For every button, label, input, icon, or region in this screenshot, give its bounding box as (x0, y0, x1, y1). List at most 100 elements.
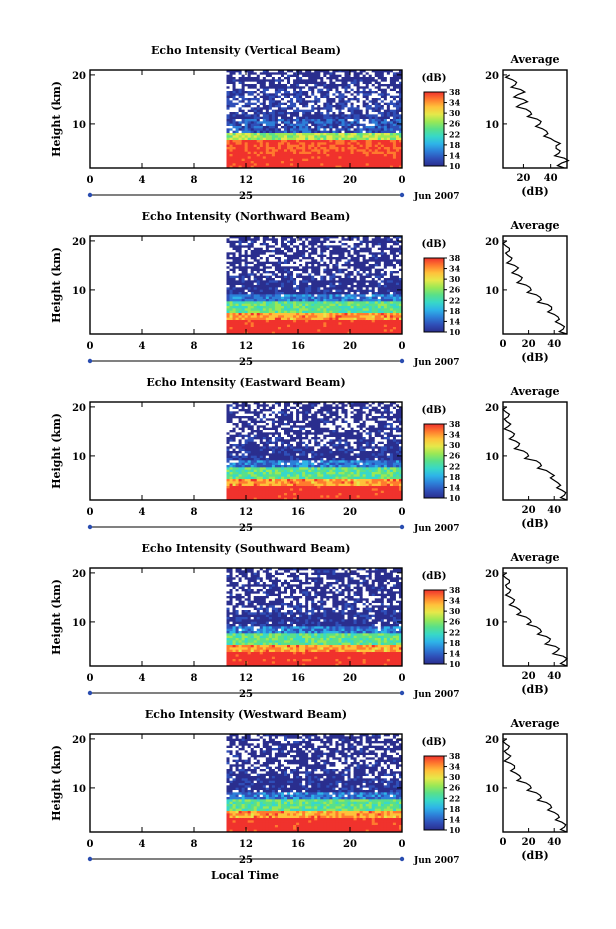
heatmap-cell (317, 112, 321, 115)
heatmap-cell (287, 296, 291, 300)
heatmap-cell (386, 273, 391, 277)
heatmap-cell (283, 313, 288, 316)
heatmap-cell (232, 158, 236, 162)
heatmap-cell (229, 259, 233, 263)
heatmap-cell (371, 107, 376, 111)
heatmap-cell (395, 116, 400, 120)
heatmap-cell (283, 236, 288, 239)
heatmap-cell (226, 98, 230, 101)
heatmap-cell (371, 320, 376, 323)
heatmap-cell (353, 271, 358, 274)
heatmap-cell (377, 271, 382, 274)
heatmap-cell (362, 88, 367, 92)
heatmap-cell (305, 299, 309, 302)
heatmap-cell (338, 112, 342, 115)
heatmap-cell (302, 121, 306, 125)
heatmap-cell (386, 77, 391, 80)
heatmap-cell (250, 137, 255, 141)
heatmap-cell (256, 100, 261, 104)
heatmap-cell (262, 322, 267, 326)
heatmap-cell (229, 238, 233, 242)
heatmap-cell (386, 147, 391, 150)
heatmap-cell (323, 116, 327, 120)
heatmap-cell (259, 252, 264, 256)
heatmap-cell (332, 243, 336, 246)
heatmap-cell (383, 126, 388, 129)
heatmap-cell (299, 287, 303, 291)
heatmap-cell (287, 126, 291, 129)
heatmap-cell (299, 130, 303, 134)
heatmap-cell (262, 324, 267, 328)
heatmap-cell (359, 107, 364, 111)
heatmap-cell (332, 93, 336, 97)
heatmap-cell (359, 236, 364, 239)
heatmap-cell (244, 275, 249, 279)
heatmap-cell (296, 109, 300, 113)
heatmap-cell (244, 287, 249, 291)
heatmap-cell (232, 130, 236, 134)
heatmap-cell (238, 322, 243, 326)
heatmap-cell (259, 299, 264, 302)
heatmap-cell (380, 250, 385, 253)
heatmap-cell (335, 147, 339, 150)
heatmap-cell (347, 147, 351, 150)
heatmap-cell (320, 271, 324, 274)
heatmap-cell (341, 105, 345, 108)
heatmap-cell (323, 86, 327, 90)
heatmap-cell (338, 261, 342, 265)
heatmap-cell (398, 280, 403, 284)
heatmap-cell (380, 72, 385, 76)
heatmap-cell (253, 320, 258, 323)
heatmap-cell (259, 112, 264, 115)
colorbar-tick-label: 14 (449, 316, 461, 326)
heatmap-cell (232, 79, 236, 83)
heatmap-cell (226, 126, 230, 129)
heatmap-cell (290, 296, 294, 300)
heatmap-cell (365, 238, 370, 242)
x-tick-label: 4 (139, 175, 146, 186)
heatmap-cell (247, 285, 252, 288)
heatmap-cell (332, 107, 336, 111)
heatmap-cell (229, 84, 233, 87)
heatmap-cell (329, 102, 333, 106)
heatmap-cell (308, 329, 312, 333)
heatmap-cell (377, 98, 382, 101)
heatmap-cell (226, 266, 230, 270)
heatmap-cell (389, 299, 394, 302)
heatmap-cell (277, 156, 282, 160)
heatmap-cell (302, 296, 306, 300)
heatmap-cell (356, 289, 361, 293)
heatmap-cell (392, 114, 397, 118)
heatmap-cell (250, 282, 255, 286)
heatmap-cell (265, 238, 270, 242)
heatmap-cell (299, 112, 303, 115)
heatmap-cell (244, 259, 249, 263)
heatmap-cell (268, 301, 273, 305)
heatmap-cell (299, 156, 303, 160)
heatmap-cell (362, 303, 367, 307)
heatmap-cell (338, 285, 342, 288)
heatmap-cell (308, 266, 312, 270)
heatmap-cell (232, 257, 236, 260)
heatmap-cell (314, 254, 318, 258)
heatmap-cell (359, 144, 364, 148)
heatmap-cell (341, 289, 345, 293)
heatmap-cell (392, 126, 397, 129)
heatmap-cell (359, 257, 364, 260)
heatmap-cell (256, 259, 261, 263)
profile-title: Average (509, 53, 559, 66)
heatmap-cell (238, 74, 243, 78)
heatmap-cell (299, 271, 303, 274)
heatmap-cell (259, 296, 264, 300)
heatmap-cell (344, 243, 348, 246)
heatmap-cell (302, 163, 306, 167)
heatmap-cell (329, 310, 333, 314)
heatmap-cell (256, 95, 261, 99)
heatmap-cell (308, 144, 312, 148)
heatmap-cell (332, 137, 336, 141)
heatmap-cell (329, 123, 333, 127)
heatmap-cell (274, 296, 279, 300)
colorbar-tick-label: 38 (449, 253, 461, 263)
heatmap-cell (305, 268, 309, 272)
heatmap-cell (347, 77, 351, 80)
